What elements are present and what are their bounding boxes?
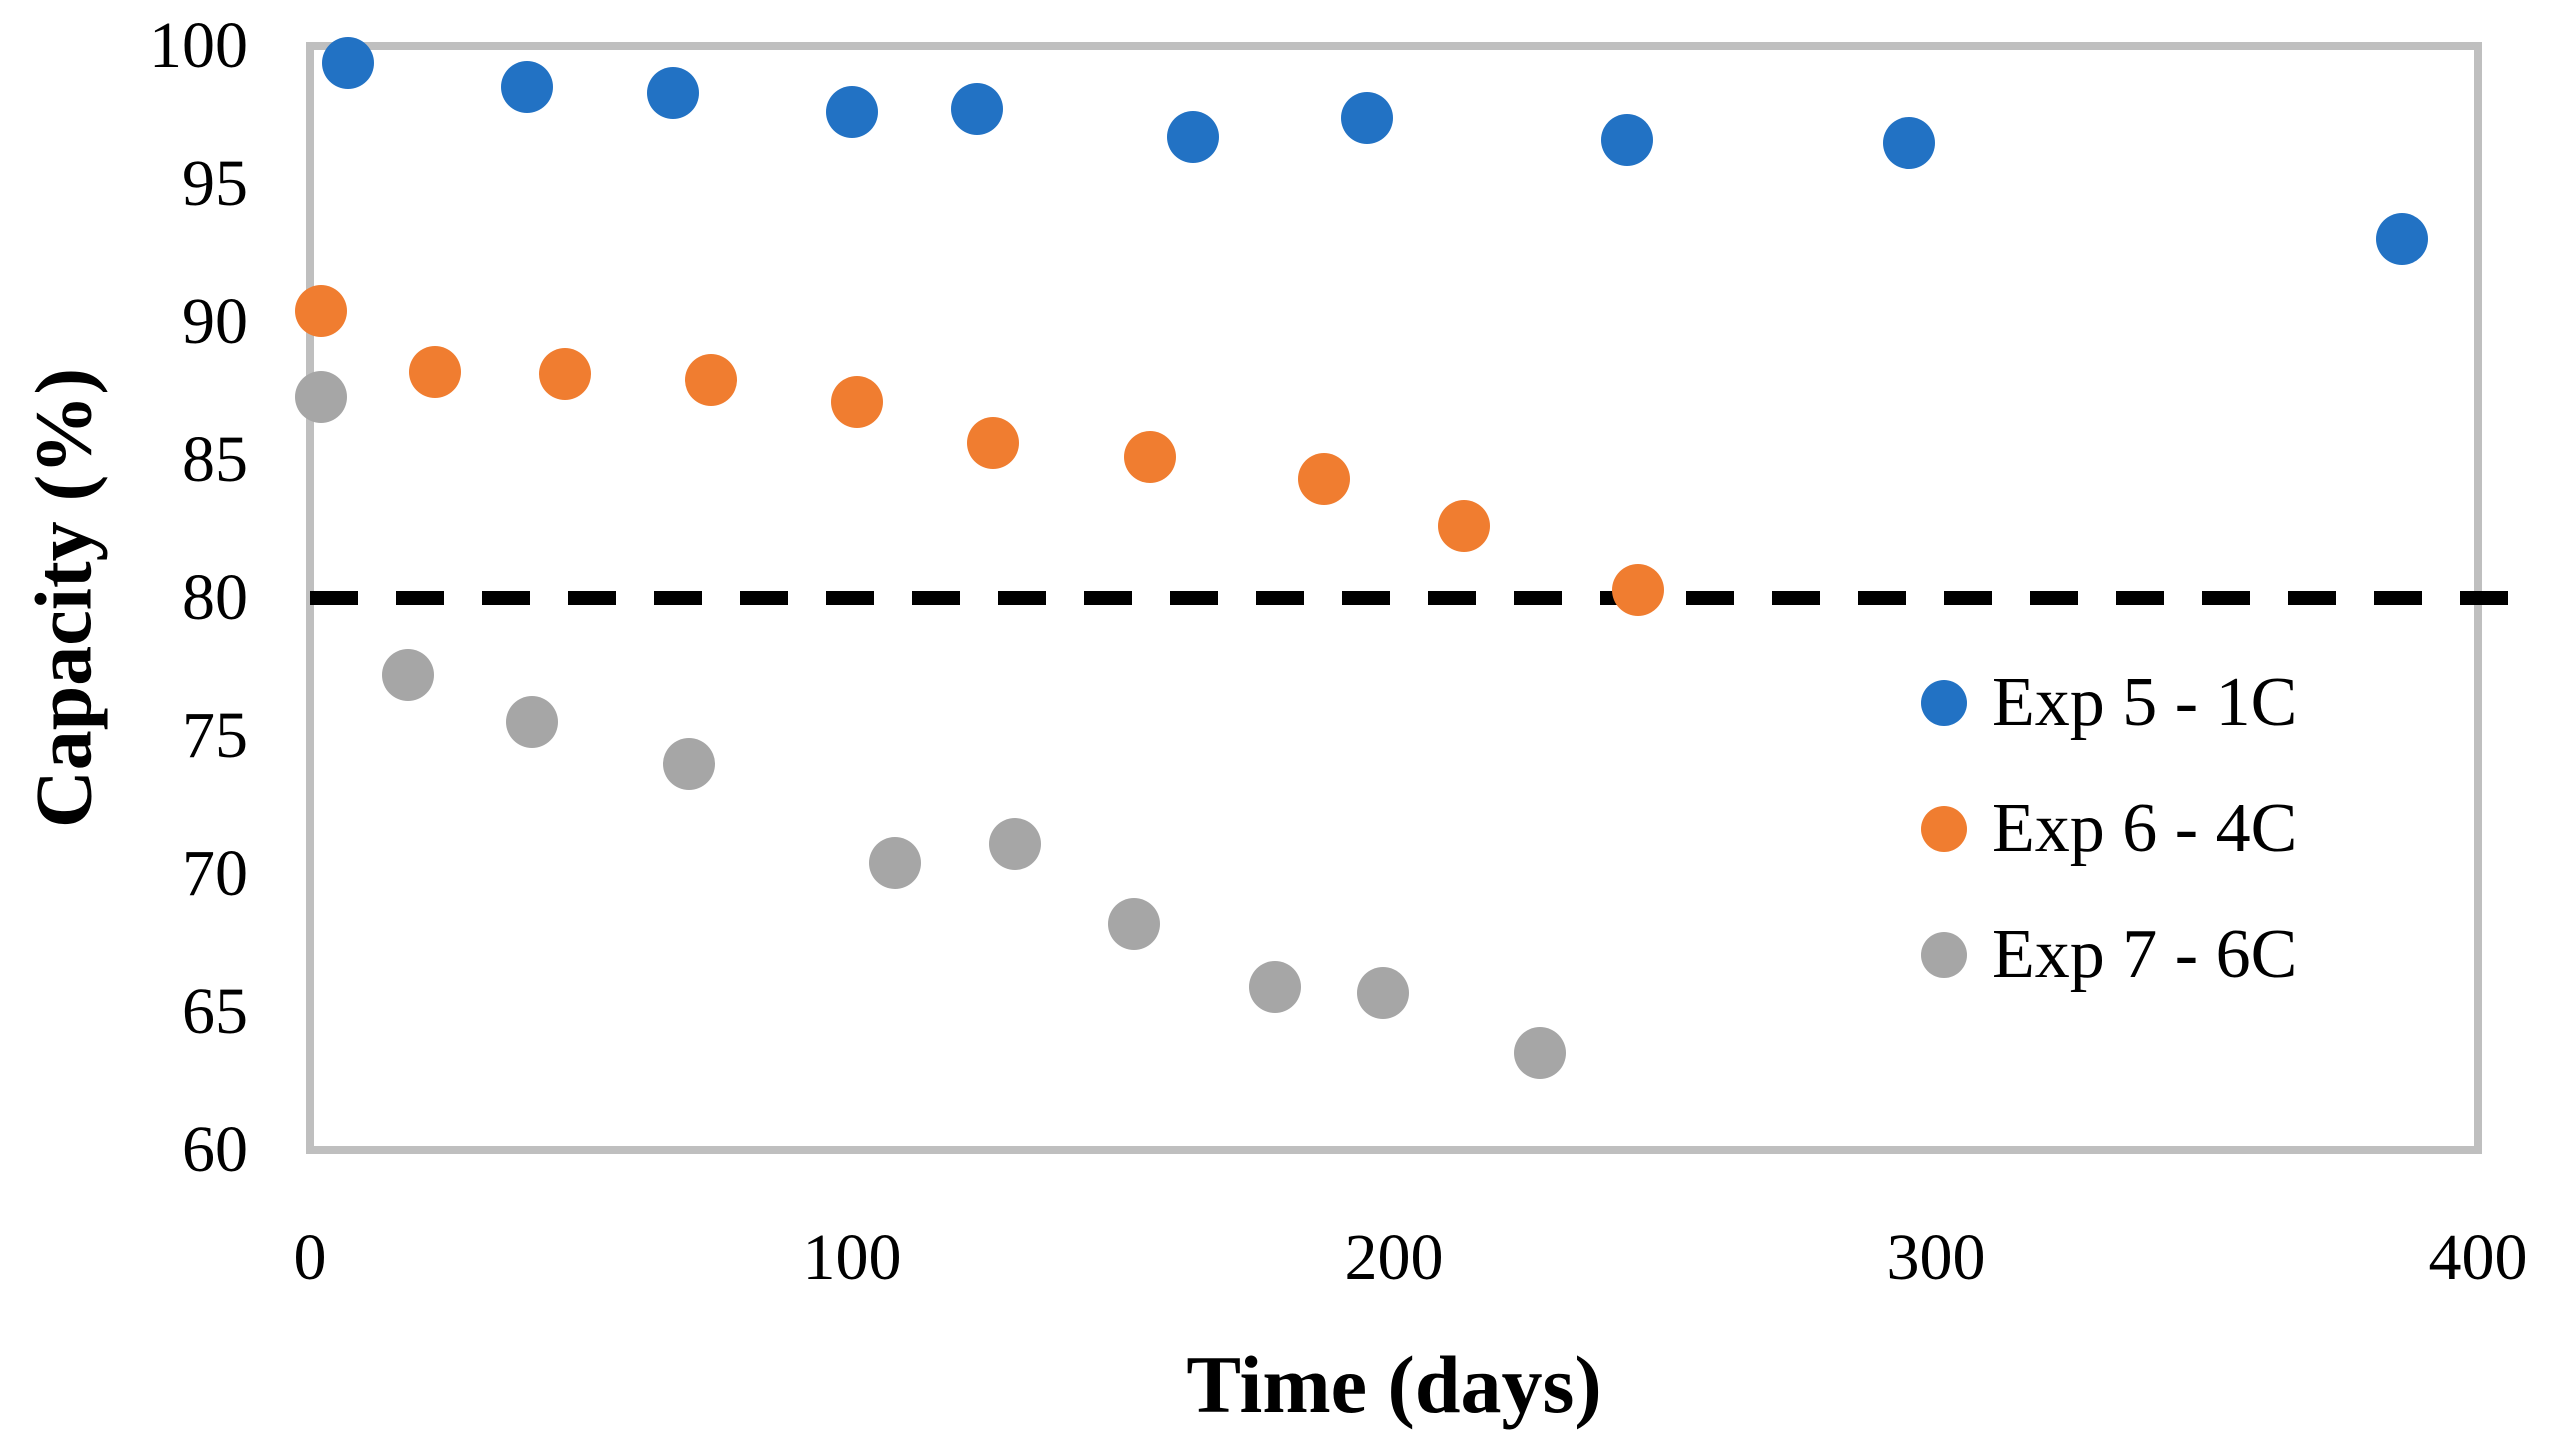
point-exp5 [1340, 91, 1393, 144]
x-axis-title: Time (days) [1186, 1339, 1602, 1430]
point-exp6 [1297, 453, 1350, 506]
point-exp6 [294, 284, 347, 337]
point-exp6 [685, 353, 738, 406]
point-exp5 [826, 86, 878, 139]
point-exp6 [1438, 500, 1491, 553]
point-exp5 [1167, 111, 1220, 164]
x-tick-label-200: 200 [1344, 1221, 1444, 1294]
point-exp7 [1357, 966, 1410, 1019]
legend-label-exp6: Exp 6 - 4C [1992, 790, 2298, 867]
legend-label-exp5: Exp 5 - 1C [1992, 664, 2298, 741]
point-exp7 [869, 836, 922, 889]
x-tick-label-0: 0 [293, 1221, 327, 1294]
point-exp6 [831, 376, 884, 429]
legend-label-exp7: Exp 7 - 6C [1992, 916, 2298, 993]
y-tick-label-65: 65 [182, 975, 248, 1048]
x-tick-label-400: 400 [2428, 1221, 2528, 1294]
y-tick-label-70: 70 [182, 837, 248, 910]
point-exp6 [538, 348, 591, 401]
point-exp5 [647, 66, 700, 119]
y-tick-label-90: 90 [182, 285, 248, 358]
x-tick-label-300: 300 [1886, 1221, 1986, 1294]
point-exp6 [1611, 563, 1664, 616]
point-exp5 [321, 36, 374, 89]
point-exp5 [2376, 213, 2429, 266]
point-exp5 [1601, 113, 1654, 166]
point-exp5 [500, 61, 553, 114]
point-exp7 [1514, 1027, 1567, 1080]
y-tick-label-80: 80 [182, 561, 248, 634]
y-tick-label-60: 60 [182, 1113, 248, 1186]
eol-threshold-dashed-line [310, 591, 2535, 605]
point-exp5 [1882, 116, 1935, 169]
point-exp7 [1248, 961, 1301, 1014]
point-exp5 [950, 83, 1003, 136]
legend-marker-exp5 [1921, 680, 1967, 726]
point-exp7 [294, 370, 347, 423]
x-tick-label-100: 100 [802, 1221, 902, 1294]
point-exp7 [381, 649, 434, 702]
point-exp7 [506, 696, 559, 749]
y-tick-label-95: 95 [182, 147, 248, 220]
legend-marker-exp6 [1921, 806, 1967, 852]
point-exp6 [408, 345, 461, 398]
y-tick-label-85: 85 [182, 423, 248, 496]
point-exp6 [966, 417, 1019, 470]
legend-marker-exp7 [1921, 932, 1967, 978]
point-exp7 [663, 737, 716, 790]
point-exp6 [1124, 431, 1177, 484]
point-exp7 [988, 817, 1041, 870]
y-tick-label-100: 100 [149, 9, 248, 82]
point-exp7 [1107, 897, 1160, 950]
y-tick-label-75: 75 [182, 699, 248, 772]
